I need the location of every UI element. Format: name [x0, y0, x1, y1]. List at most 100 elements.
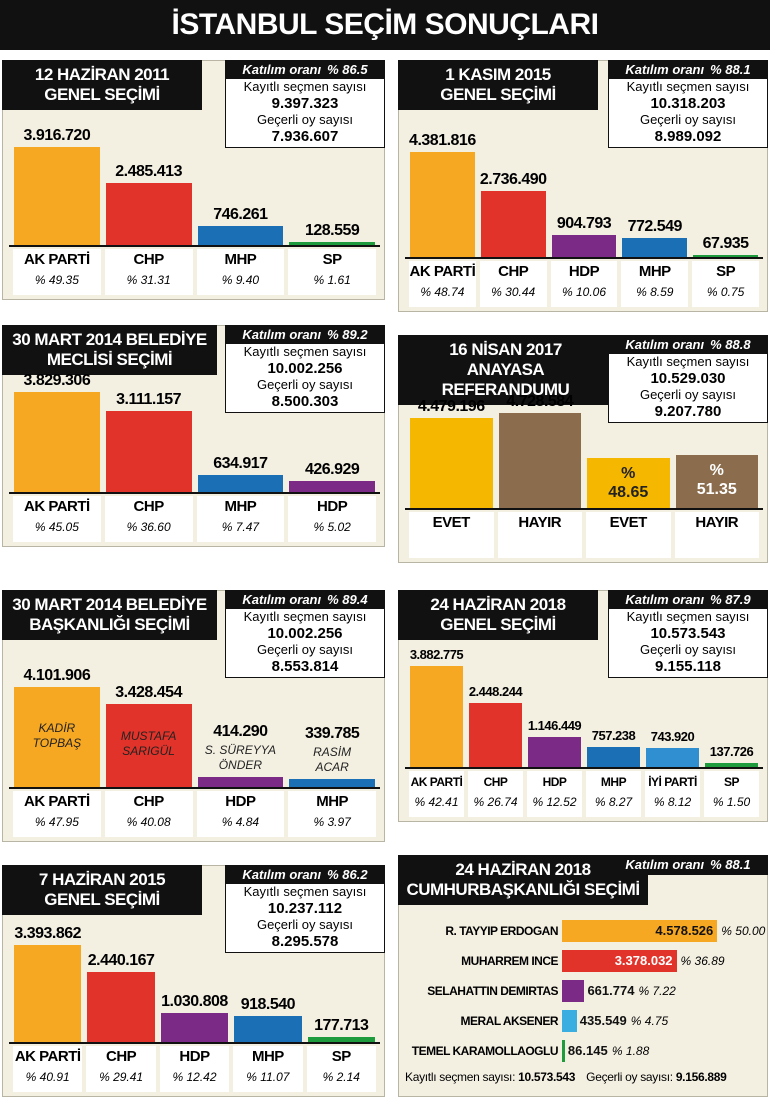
registered-label: Kayıtlı seçmen sayısı: — [405, 1070, 516, 1084]
share-label: % 29.41 — [99, 1070, 144, 1084]
category-cell: MHP % 3.97 — [288, 791, 376, 837]
share-label: % 42.41 — [414, 795, 459, 809]
bar — [197, 475, 284, 492]
panel-title-line: GENEL SEÇİMİ — [44, 85, 160, 104]
share-label: % 8.59 — [636, 285, 674, 299]
category-label: SP — [331, 1048, 352, 1065]
value-label: 4.101.906 — [23, 667, 91, 685]
value-label: 339.785 — [304, 724, 360, 742]
value-label: 3.916.720 — [23, 127, 91, 145]
bar — [551, 235, 617, 257]
value-label: 743.920 — [650, 728, 695, 744]
value-label: 414.290 — [213, 722, 268, 740]
category-label: R. TAYYIP ERDOGAN — [445, 924, 558, 938]
category-label: HDP — [225, 793, 256, 810]
category-cell: SP % 1.50 — [704, 771, 759, 817]
turnout-header: Katılım oranı % 88.8 — [609, 336, 767, 354]
share-label: % 1.50 — [712, 795, 751, 809]
share-bar: % 51.35 — [675, 454, 758, 508]
category-label: HDP — [179, 1048, 210, 1065]
share-label: % 3.97 — [313, 815, 351, 829]
registered-value: 10.529.030 — [650, 370, 726, 387]
percent-sign: % — [621, 464, 636, 482]
category-cell: AK PARTİ % 45.05 — [13, 496, 101, 542]
category-cell: CHP % 31.31 — [104, 249, 193, 295]
valid-value: 8.295.578 — [271, 933, 339, 950]
valid-label: Geçerli oy sayısı — [639, 642, 737, 657]
baseline — [9, 1042, 380, 1044]
panel-title-line: 1 KASIM 2015 — [445, 65, 551, 84]
bar — [410, 418, 493, 508]
category-label: CHP — [133, 251, 165, 268]
category-label: HAYIR — [518, 514, 562, 531]
share-label: % 50.00 — [721, 924, 766, 938]
baseline — [9, 245, 380, 247]
value-label: 1.146.449 — [527, 718, 582, 734]
bar — [528, 737, 581, 767]
category-label: SP — [716, 263, 736, 280]
value-label: 661.774 — [587, 983, 635, 998]
stats-box: Katılım oranı % 86.5 Kayıtlı seçmen sayısı… — [225, 60, 385, 148]
panel-title-line: GENEL SEÇİMİ — [440, 85, 556, 104]
value-label: 177.713 — [314, 1016, 369, 1034]
value-label: 4.381.816 — [409, 131, 476, 149]
panel: 30 MART 2014 BELEDİYE MECLİSİ SEÇİMİ Katıl… — [2, 325, 385, 547]
category-cell: SP % 1.61 — [288, 249, 376, 295]
share-label: % 36.89 — [680, 954, 725, 968]
panel-title: 24 HAZİRAN 2018 CUMHURBAŞKANLIĞI SEÇİMİ — [398, 855, 648, 905]
share-label: % 9.40 — [221, 273, 260, 287]
turnout-header: Katılım oranı % 88.1 — [609, 856, 767, 874]
turnout-value: % 88.1 — [710, 857, 751, 872]
bar — [480, 191, 546, 257]
category-label: TEMEL KARAMOLLAOGLU — [411, 1044, 559, 1058]
stats-box: Katılım oranı % 89.2 Kayıtlı seçmen sayısı… — [225, 325, 385, 413]
value-label: 3.378.032 — [614, 953, 673, 968]
panel-title-line: 16 NİSAN 2017 — [449, 340, 562, 359]
value-label: 3.829.306 — [23, 372, 91, 390]
bar — [562, 920, 718, 942]
turnout-value: % 86.2 — [327, 867, 368, 882]
share-label: % 12.42 — [172, 1070, 217, 1084]
share-label: % 40.91 — [25, 1070, 70, 1084]
registered-value: 10.237.112 — [267, 900, 343, 917]
share-label: % 48.74 — [420, 285, 465, 299]
panel-title: 16 NİSAN 2017 ANAYASA REFERANDUMU — [398, 335, 613, 405]
turnout-value: % 87.9 — [710, 592, 751, 607]
share-label: % 8.12 — [653, 795, 692, 809]
value-label: 4.728.584 — [506, 393, 574, 411]
value-label: 2.440.167 — [87, 952, 155, 970]
category-cell: CHP % 40.08 — [104, 791, 193, 837]
panel: 1 KASIM 2015 GENEL SEÇİMİ Katılım oranı % 8… — [398, 60, 768, 312]
panel-title-line: BAŞKANLIĞI SEÇİMİ — [29, 615, 190, 634]
main-title-bar: İSTANBUL SEÇİM SONUÇLARI — [0, 0, 770, 50]
turnout-header: Katılım oranı % 86.5 — [226, 61, 384, 79]
category-cell: MHP % 11.07 — [233, 1046, 303, 1092]
turnout-value: % 89.4 — [327, 592, 368, 607]
category-label: AK PARTİ — [14, 1048, 81, 1065]
bar — [705, 763, 758, 767]
bar — [87, 972, 155, 1042]
category-label: CHP — [498, 263, 529, 280]
share-bar: % 48.65 — [587, 457, 670, 508]
category-cell: HDP % 4.84 — [196, 791, 285, 837]
panel: 12 HAZİRAN 2011 GENEL SEÇİMİ Katılım oranı… — [2, 60, 385, 300]
share-label: % 4.84 — [221, 815, 260, 829]
value-label: 435.549 — [579, 1013, 627, 1028]
turnout-header: Katılım oranı % 88.1 — [609, 61, 767, 79]
category-label: MHP — [600, 775, 627, 789]
valid-label: Geçerli oy sayısı — [639, 112, 737, 127]
panel-title-line: 24 HAZİRAN 2018 — [455, 860, 591, 879]
category-cell: AK PARTİ % 42.41 — [409, 771, 464, 817]
share-label: % 26.74 — [473, 795, 518, 809]
turnout-value: % 88.1 — [710, 62, 751, 77]
share-label: % 11.07 — [246, 1070, 290, 1084]
turnout-header: Katılım oranı % 87.9 — [609, 591, 767, 609]
turnout-value: % 89.2 — [327, 327, 368, 342]
valid-label: Geçerli oy sayısı — [639, 387, 737, 402]
value-label: 86.145 — [567, 1043, 608, 1058]
category-cell: HDP % 10.06 — [550, 261, 618, 307]
category-cell: AK PARTİ % 49.35 — [13, 249, 101, 295]
share-label: % 40.08 — [126, 815, 171, 829]
panel: 24 HAZİRAN 2018 GENEL SEÇİMİ Katılım oranı… — [398, 590, 768, 822]
